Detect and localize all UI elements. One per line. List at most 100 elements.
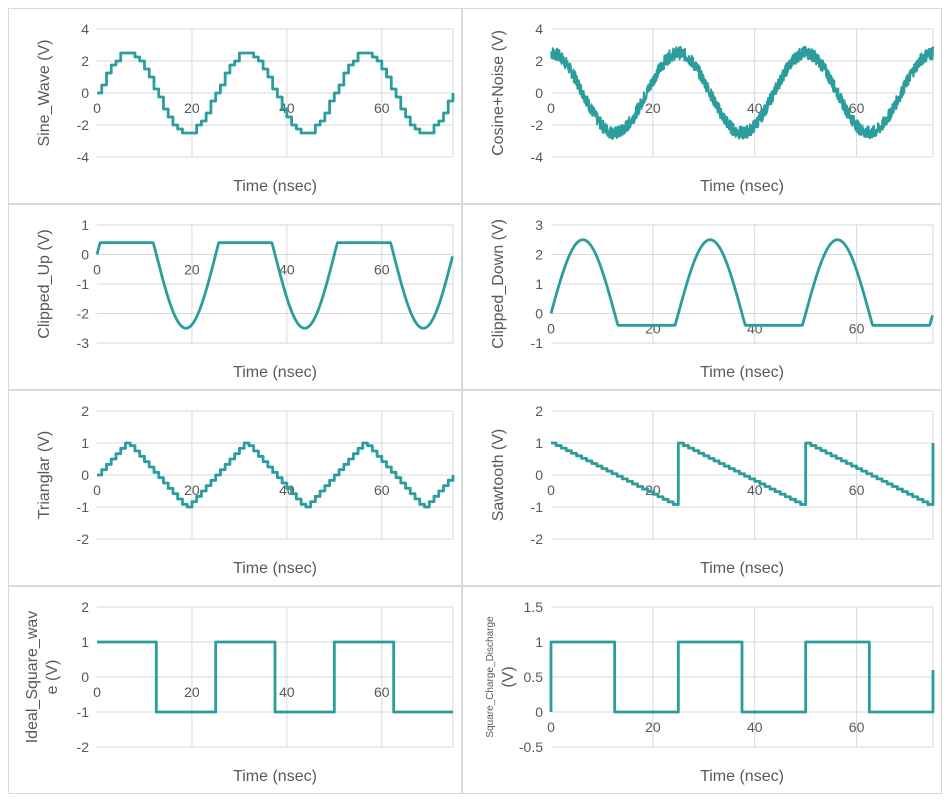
y-tick-label: -2 [77, 531, 90, 547]
x-tick-label: 40 [747, 482, 763, 498]
y-tick-label: 2 [81, 599, 89, 615]
x-tick-label: 60 [849, 719, 865, 735]
y-tick-label: 0 [535, 306, 543, 322]
y-tick-label: 1 [81, 435, 89, 451]
y-tick-label: 0 [81, 247, 89, 263]
x-tick-label: 0 [93, 482, 101, 498]
y-axis-title: Clipped_Up (V) [36, 229, 53, 338]
x-tick-label: 20 [645, 321, 661, 337]
series-line-clipped_down [549, 238, 934, 327]
x-tick-label: 40 [747, 719, 763, 735]
y-axis-title: Trianglar (V) [36, 431, 53, 519]
x-tick-label: 60 [374, 100, 390, 116]
chart-triangular: -2 -1 0 1 2 0 20 40 60 Time (nsec) Trianglar (V) [8, 390, 462, 586]
series-line-cosine_noise [550, 45, 934, 140]
y-tick-label: 1 [535, 276, 543, 292]
y-tick-label: -1 [531, 499, 544, 515]
chart-grid: -4 -2 0 2 4 0 20 40 60 Time (nsec) Sine_Wave (V) -4… [8, 8, 942, 794]
x-axis-title: Time (nsec) [700, 178, 784, 195]
y-tick-label: -0.5 [519, 739, 543, 755]
y-axis-title: Cosine+Noise (V) [490, 30, 507, 156]
x-tick-label: 40 [747, 321, 763, 337]
y-tick-label: 0 [535, 467, 543, 483]
y-tick-label: -1 [531, 335, 544, 351]
y-tick-label: 2 [535, 53, 543, 69]
y-tick-label: -2 [531, 117, 544, 133]
y-tick-label: 1 [81, 634, 89, 650]
x-tick-label: 20 [645, 719, 661, 735]
y-tick-label: -2 [77, 306, 90, 322]
y-tick-label: -2 [77, 739, 90, 755]
series-line-ideal_square [97, 640, 453, 714]
x-tick-label: 0 [93, 684, 101, 700]
y-axis-title: Square_Charge_Discharge (V) [485, 616, 517, 738]
series-line-square_charge [549, 640, 935, 714]
y-tick-label: 1 [81, 217, 89, 233]
chart-square_charge: -0.5 0 0.5 1 1.5 0 20 40 60 Time (nsec) Square_Cha… [462, 586, 942, 794]
y-axis-title: Clipped_Down (V) [490, 219, 507, 349]
x-tick-label: 0 [93, 262, 101, 278]
x-tick-label: 0 [547, 100, 555, 116]
chart-ideal_square: -2 -1 0 1 2 0 20 40 60 Time (nsec) Ideal_Square_wa… [8, 586, 462, 794]
x-tick-label: 60 [374, 684, 390, 700]
y-tick-label: 1.5 [524, 599, 544, 615]
y-tick-label: 3 [535, 217, 543, 233]
y-tick-label: 2 [81, 403, 89, 419]
y-tick-label: 2 [535, 247, 543, 263]
x-tick-label: 60 [849, 100, 865, 116]
series-line-sine [97, 51, 455, 135]
x-tick-label: 0 [547, 321, 555, 337]
x-tick-label: 60 [849, 321, 865, 337]
y-axis-title: Ideal_Square_wav e (V) [24, 611, 61, 744]
x-tick-label: 60 [374, 482, 390, 498]
y-tick-label: -4 [531, 149, 544, 165]
x-axis-title: Time (nsec) [233, 364, 317, 381]
y-axis-title: Sawtooth (V) [490, 429, 507, 521]
x-axis-title: Time (nsec) [700, 768, 784, 785]
y-tick-label: -2 [77, 117, 90, 133]
y-tick-label: 0 [535, 704, 543, 720]
series-line-triangular [97, 441, 455, 509]
y-tick-label: 2 [81, 53, 89, 69]
x-axis-title: Time (nsec) [233, 178, 317, 195]
y-tick-label: 0.5 [524, 669, 544, 685]
x-tick-label: 0 [547, 482, 555, 498]
x-tick-label: 20 [645, 100, 661, 116]
x-tick-label: 60 [849, 482, 865, 498]
x-tick-label: 20 [184, 482, 200, 498]
x-tick-label: 60 [374, 262, 390, 278]
y-tick-label: 0 [81, 669, 89, 685]
chart-sawtooth: -2 -1 0 1 2 0 20 40 60 Time (nsec) Sawtooth (V) [462, 390, 942, 586]
y-tick-label: -3 [77, 335, 90, 351]
x-axis-title: Time (nsec) [700, 560, 784, 577]
y-tick-label: -1 [77, 276, 90, 292]
x-tick-label: 20 [184, 262, 200, 278]
chart-sine: -4 -2 0 2 4 0 20 40 60 Time (nsec) Sine_Wave (V) [8, 8, 462, 204]
x-axis-title: Time (nsec) [233, 560, 317, 577]
x-tick-label: 40 [747, 100, 763, 116]
x-tick-label: 0 [93, 100, 101, 116]
y-tick-label: 1 [535, 435, 543, 451]
x-tick-label: 20 [184, 100, 200, 116]
y-tick-label: 4 [81, 21, 89, 37]
x-tick-label: 40 [279, 262, 295, 278]
y-tick-label: 0 [81, 85, 89, 101]
x-tick-label: 20 [184, 684, 200, 700]
y-tick-label: -2 [531, 531, 544, 547]
chart-clipped_up: -3 -2 -1 0 1 0 20 40 60 Time (nsec) Clipped_Up (V) [8, 204, 462, 390]
series-line-clipped_up [95, 241, 454, 330]
x-axis-title: Time (nsec) [233, 768, 317, 785]
x-tick-label: 40 [279, 684, 295, 700]
y-tick-label: -1 [77, 704, 90, 720]
x-axis-title: Time (nsec) [700, 364, 784, 381]
y-tick-label: 1 [535, 634, 543, 650]
y-tick-label: -4 [77, 149, 90, 165]
y-axis-title: Sine_Wave (V) [36, 40, 53, 147]
chart-clipped_down: -1 0 1 2 3 0 20 40 60 Time (nsec) Clipped_Down (V) [462, 204, 942, 390]
